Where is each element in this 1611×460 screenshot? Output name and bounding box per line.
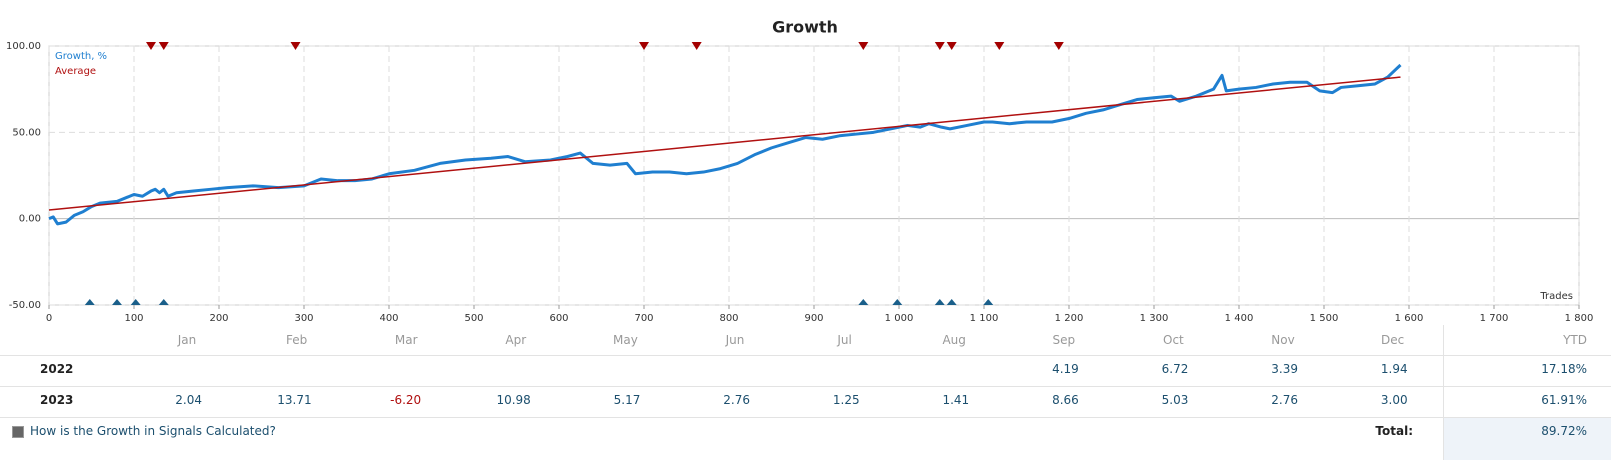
marker: [691, 42, 702, 50]
x-tick-label: 1 100: [970, 313, 999, 324]
marker: [934, 299, 945, 305]
x-tick-label: 600: [549, 313, 568, 324]
column-header: Feb: [285, 333, 308, 347]
marker: [946, 299, 957, 305]
column-header: Mar: [394, 333, 418, 347]
cell: 1.94: [1380, 362, 1408, 376]
cell: 10.98: [496, 393, 531, 407]
legend-entry: Average: [55, 66, 96, 77]
cell: 1.25: [832, 393, 860, 407]
x-axis-label: Trades: [1539, 291, 1573, 302]
column-header: Jun: [725, 333, 745, 347]
cell: 13.71: [277, 393, 312, 407]
column-header: Jan: [177, 333, 197, 347]
y-tick-label: 50.00: [12, 127, 41, 138]
column-header: Sep: [1052, 333, 1076, 347]
legend-entry: Growth, %: [55, 51, 107, 62]
x-tick-label: 100: [124, 313, 143, 324]
column-header: Apr: [505, 333, 527, 347]
marker: [84, 299, 95, 305]
row-year: 2023: [40, 393, 74, 407]
x-tick-label: 800: [719, 313, 738, 324]
marker: [994, 42, 1005, 50]
cell: 2.76: [1271, 393, 1298, 407]
column-header: Nov: [1271, 333, 1295, 347]
column-header: Jul: [837, 333, 852, 347]
x-tick-label: 1 600: [1395, 313, 1424, 324]
cell: 5.03: [1161, 393, 1189, 407]
col-rule: [1443, 325, 1444, 460]
marker: [946, 42, 957, 50]
line: [48, 76, 1401, 211]
x-tick-label: 1 200: [1055, 313, 1084, 324]
x-tick-label: 200: [209, 313, 228, 324]
row-rule: [0, 386, 1611, 387]
info-icon: [12, 426, 24, 438]
total-bg: [1443, 417, 1611, 460]
cell: 5.17: [613, 393, 641, 407]
row-rule: [0, 355, 1611, 356]
y-tick-label: 100.00: [6, 41, 41, 52]
cell: -6.20: [390, 393, 422, 407]
footer-link[interactable]: How is the Growth in Signals Calculated?: [30, 424, 276, 438]
marker: [146, 42, 156, 50]
column-header: Aug: [942, 333, 966, 347]
x-tick-label: 1 300: [1140, 313, 1169, 324]
column-header: YTD: [1563, 333, 1587, 347]
marker: [983, 299, 994, 305]
y-tick-label: 0.00: [19, 214, 41, 225]
x-tick-label: 1 800: [1565, 313, 1594, 324]
x-tick-label: 1 500: [1310, 313, 1339, 324]
x-tick-label: 1 000: [885, 313, 914, 324]
column-header: Oct: [1163, 333, 1184, 347]
marker: [639, 42, 649, 50]
cell: 8.66: [1052, 393, 1079, 407]
x-tick-label: 900: [804, 313, 823, 324]
x-tick-label: 300: [294, 313, 313, 324]
x-tick-label: 500: [464, 313, 483, 324]
marker: [1053, 42, 1064, 50]
chart-title: Growth: [772, 18, 838, 37]
row-rule: [0, 417, 1611, 418]
total-label: Total:: [1375, 424, 1413, 438]
marker: [130, 299, 141, 305]
cell: 4.19: [1052, 362, 1079, 376]
x-tick-label: 700: [634, 313, 653, 324]
x-tick-label: 0: [46, 313, 52, 324]
row-ytd: 61.91%: [1541, 393, 1587, 407]
marker: [290, 42, 301, 50]
cell: 2.76: [723, 393, 750, 407]
cell: 6.72: [1161, 362, 1189, 376]
column-header: Dec: [1380, 333, 1405, 347]
marker: [158, 42, 169, 50]
marker: [892, 299, 903, 305]
x-tick-label: 400: [379, 313, 398, 324]
marker: [158, 299, 169, 305]
cell: 3.00: [1380, 393, 1408, 407]
cell: 3.39: [1271, 362, 1298, 376]
row-ytd: 17.18%: [1541, 362, 1587, 376]
marker: [112, 299, 122, 305]
x-tick-label: 1 400: [1225, 313, 1254, 324]
cell: 2.04: [175, 393, 202, 407]
cell: 1.41: [942, 393, 970, 407]
x-tick-label: 1 700: [1480, 313, 1509, 324]
line: [48, 63, 1402, 226]
y-tick-label: -50.00: [9, 300, 41, 311]
column-header: May: [612, 333, 638, 347]
marker: [858, 42, 869, 50]
row-year: 2022: [40, 362, 74, 376]
marker: [858, 299, 869, 305]
marker: [934, 42, 945, 50]
total-value: 89.72%: [1541, 424, 1587, 438]
